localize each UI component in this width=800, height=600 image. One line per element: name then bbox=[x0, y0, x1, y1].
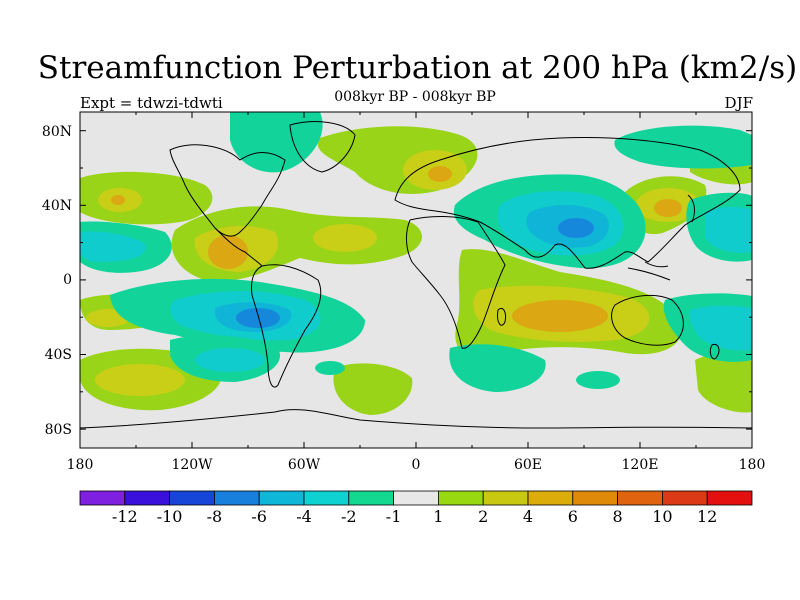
coast-madagascar bbox=[497, 307, 506, 326]
coast-north-america bbox=[169, 144, 286, 237]
colorbar-label: 1 bbox=[433, 507, 444, 526]
colorbar-swatch bbox=[482, 490, 529, 506]
coast-antarctica bbox=[80, 409, 752, 429]
anomaly-west-pacific-tropics-inner bbox=[705, 206, 752, 253]
colorbar-label: 8 bbox=[612, 507, 623, 526]
lon-label-60w: 60W bbox=[287, 457, 321, 473]
colorbar-swatch bbox=[662, 490, 708, 506]
colorbar-swatch bbox=[572, 490, 618, 506]
anomaly-greenland-arctic bbox=[230, 112, 323, 173]
anomaly-southern-indian-east bbox=[576, 371, 620, 389]
colorbar-swatch bbox=[124, 490, 171, 506]
coast-australia bbox=[611, 294, 684, 346]
colorbar-label: 12 bbox=[697, 507, 718, 526]
anomaly-south-pacific-small bbox=[315, 361, 345, 375]
colorbar-label: -6 bbox=[251, 507, 267, 526]
lat-label-equator: 0 bbox=[63, 272, 72, 288]
coast-new-zealand bbox=[709, 343, 720, 360]
anomaly-south-atlantic bbox=[333, 363, 413, 415]
anomaly-southern-indian-ocean bbox=[449, 344, 546, 392]
colorbar-label: 10 bbox=[652, 507, 673, 526]
lat-label-40n: 40N bbox=[41, 198, 72, 214]
lon-label-180e: 180 bbox=[738, 457, 766, 473]
anomaly-indian-ocean-peak bbox=[512, 300, 608, 332]
anomaly-south-pacific-belt-inner bbox=[195, 348, 265, 372]
coast-central-america bbox=[214, 227, 263, 267]
colorbar-swatch bbox=[617, 490, 663, 506]
anomaly-arctic-east bbox=[614, 125, 752, 169]
colorbar-swatch bbox=[258, 490, 305, 506]
anomaly-north-pacific-peak bbox=[111, 195, 125, 205]
lon-label-60e: 60E bbox=[513, 457, 543, 473]
colorbar-swatch bbox=[213, 490, 260, 506]
coast-japan bbox=[687, 194, 696, 223]
colorbar-swatch bbox=[393, 490, 439, 506]
colorbar-label: -8 bbox=[206, 507, 223, 526]
lat-label-80n: 80N bbox=[41, 124, 72, 140]
lon-label-120e: 120E bbox=[621, 457, 659, 473]
coast-maritime-continent bbox=[627, 261, 671, 281]
anomaly-atlantic-core bbox=[313, 224, 377, 252]
lat-label-80s: 80S bbox=[44, 422, 72, 438]
lon-label-120w: 120W bbox=[171, 457, 213, 473]
colorbar-label: 2 bbox=[478, 507, 489, 526]
lon-label-0: 0 bbox=[411, 457, 421, 473]
season-label: DJF bbox=[724, 94, 753, 112]
coast-south-america bbox=[251, 264, 322, 388]
lon-label-180w: 180 bbox=[66, 457, 94, 473]
colorbar-label: -10 bbox=[156, 507, 183, 526]
colorbar-label: 6 bbox=[567, 507, 578, 526]
map-field bbox=[80, 112, 752, 448]
anomaly-southern-ocean-pacific-core bbox=[95, 364, 185, 396]
anomaly-western-pacific-peak bbox=[654, 199, 682, 217]
anomaly-asia-trough-peak bbox=[558, 218, 594, 238]
coast-africa bbox=[406, 215, 506, 349]
colorbar-swatch bbox=[437, 490, 484, 506]
lat-label-40s: 40S bbox=[44, 347, 72, 363]
experiment-label: Expt = tdwzi-tdwti bbox=[80, 94, 223, 112]
colorbar bbox=[79, 490, 753, 506]
anomaly-southeast-pacific bbox=[695, 353, 752, 413]
anomaly-subtropical-pacific-inner bbox=[80, 231, 146, 262]
anomaly-south-america-pacific-peak bbox=[236, 308, 280, 328]
colorbar-label: -2 bbox=[341, 507, 357, 526]
colorbar-label: -12 bbox=[111, 507, 138, 526]
colorbar-swatch bbox=[348, 490, 394, 506]
axis-ticks bbox=[79, 112, 753, 448]
colorbar-label: -1 bbox=[385, 507, 402, 526]
anomaly-north-atlantic-peak bbox=[428, 166, 452, 182]
colorbar-swatch bbox=[79, 490, 126, 506]
colorbar-swatch bbox=[527, 490, 574, 506]
anomaly-central-america-peak bbox=[208, 235, 248, 269]
map-subtitle: 008kyr BP - 008kyr BP bbox=[334, 89, 496, 105]
colorbar-swatch bbox=[169, 490, 215, 506]
map-title: Streamfunction Perturbation at 200 hPa (… bbox=[37, 50, 798, 86]
colorbar-label: -4 bbox=[296, 507, 312, 526]
colorbar-swatch bbox=[303, 490, 350, 506]
colorbar-swatch bbox=[706, 490, 753, 506]
anomaly-south-pacific-east-inner bbox=[689, 305, 752, 351]
colorbar-label: 4 bbox=[522, 507, 534, 526]
coastlines bbox=[80, 121, 752, 429]
coast-greenland bbox=[289, 121, 356, 173]
coast-eurasia bbox=[394, 137, 741, 269]
